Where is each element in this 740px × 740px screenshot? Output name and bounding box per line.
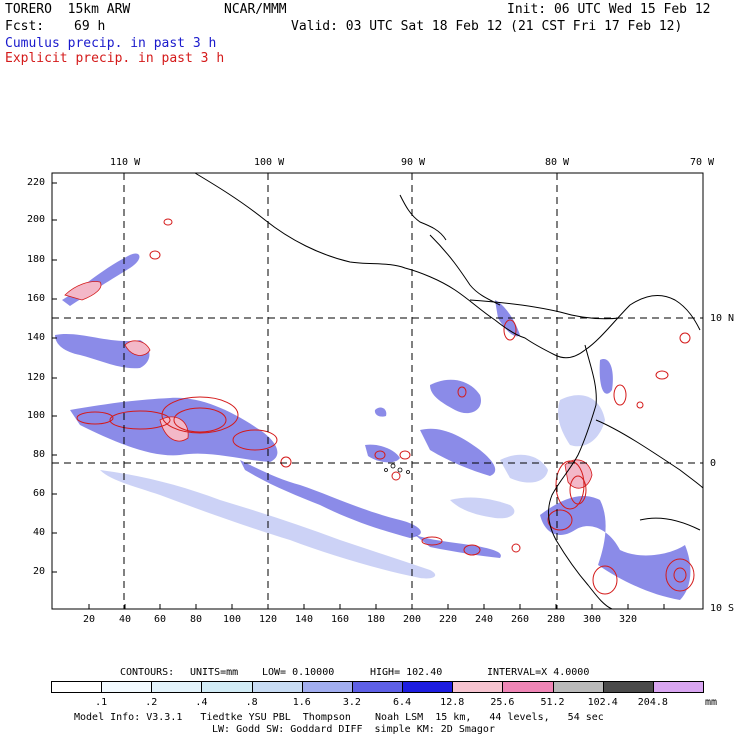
contours-low: LOW= 0.10000 xyxy=(262,667,335,678)
colorbar-swatch xyxy=(402,681,454,693)
y-tick-label: 160 xyxy=(27,293,46,304)
x-tick-label: 100 xyxy=(223,614,242,625)
colorbar-swatch xyxy=(201,681,253,693)
colorbar-swatch xyxy=(552,681,604,693)
colorbar-swatch xyxy=(652,681,704,693)
colorbar-swatch xyxy=(351,681,404,693)
colorbar-label: .8 xyxy=(245,697,258,708)
colorbar-label: 102.4 xyxy=(587,697,618,708)
model-info-line2: LW: Godd SW: Goddard DIFF simple KM: 2D … xyxy=(212,724,495,735)
x-tick-label: 40 xyxy=(119,614,132,625)
colorbar-swatch xyxy=(51,681,103,693)
lat-lon-gridlines xyxy=(52,173,703,609)
y-tick-label: 200 xyxy=(27,214,46,225)
x-tick-label: 120 xyxy=(259,614,278,625)
explicit-precip-contours xyxy=(76,218,695,595)
colorbar-swatch xyxy=(251,681,303,693)
colorbar-label: 3.2 xyxy=(342,697,361,708)
map-frame xyxy=(51,172,704,610)
x-tick-label: 20 xyxy=(83,614,96,625)
lat-label-0: 0 xyxy=(710,458,717,469)
contours-interval: INTERVAL=X 4.0000 xyxy=(487,667,590,678)
x-tick-label: 220 xyxy=(439,614,458,625)
x-tick-label: 300 xyxy=(583,614,602,625)
lon-label-110w: 110 W xyxy=(110,157,141,168)
galapagos-islands xyxy=(384,463,410,474)
forecast-label: Fcst: xyxy=(5,19,45,34)
lon-label-70w: 70 W xyxy=(690,157,715,168)
y-tick-label: 140 xyxy=(27,332,46,343)
colorbar-label: 1.6 xyxy=(292,697,311,708)
init-time: Init: 06 UTC Wed 15 Feb 12 xyxy=(507,2,711,17)
contours-label: CONTOURS: xyxy=(120,667,175,678)
contours-units: UNITS=mm xyxy=(190,667,239,678)
colorbar-label: 6.4 xyxy=(393,697,412,708)
x-tick-label: 80 xyxy=(190,614,203,625)
x-tick-label: 280 xyxy=(547,614,566,625)
x-tick-label: 240 xyxy=(475,614,494,625)
colorbar-label: .1 xyxy=(95,697,108,708)
colorbar-label: 25.6 xyxy=(490,697,515,708)
y-tick-label: 60 xyxy=(33,488,46,499)
x-tick-label: 260 xyxy=(511,614,530,625)
y-tick-label: 80 xyxy=(33,449,46,460)
y-tick-label: 120 xyxy=(27,372,46,383)
lat-label-10s: 10 S xyxy=(710,603,735,614)
legend-explicit: Explicit precip. in past 3 h xyxy=(5,51,225,66)
lat-label-10n: 10 N xyxy=(710,313,735,324)
colorbar-unit: mm xyxy=(705,697,718,708)
coastlines xyxy=(194,172,704,610)
colorbar-label: 51.2 xyxy=(540,697,565,708)
contours-high: HIGH= 102.40 xyxy=(370,667,443,678)
colorbar-swatch xyxy=(151,681,203,693)
y-tick-label: 40 xyxy=(33,527,46,538)
axis-ticks xyxy=(52,182,665,609)
valid-time: Valid: 03 UTC Sat 18 Feb 12 (21 CST Fri … xyxy=(291,19,683,34)
x-tick-label: 180 xyxy=(367,614,386,625)
colorbar-label: 12.8 xyxy=(440,697,465,708)
forecast-hours: 69 h xyxy=(74,19,106,34)
model-info-line1: Model Info: V3.3.1 Tiedtke YSU PBL Thomp… xyxy=(74,712,604,723)
lon-label-100w: 100 W xyxy=(254,157,285,168)
y-tick-label: 100 xyxy=(27,410,46,421)
y-tick-label: 220 xyxy=(27,177,46,188)
organization-label: NCAR/MMM xyxy=(224,2,287,17)
colorbar-label: 204.8 xyxy=(637,697,668,708)
colorbar-swatch xyxy=(502,681,554,693)
colorbar-label: .4 xyxy=(195,697,208,708)
x-tick-label: 160 xyxy=(331,614,350,625)
cumulus-precip-areas xyxy=(55,253,691,600)
colorbar-swatch xyxy=(301,681,353,693)
legend-cumulus: Cumulus precip. in past 3 h xyxy=(5,36,217,51)
x-tick-label: 320 xyxy=(619,614,638,625)
x-tick-label: 140 xyxy=(295,614,314,625)
colorbar-swatch xyxy=(452,681,504,693)
x-tick-label: 60 xyxy=(154,614,167,625)
x-tick-label: 200 xyxy=(403,614,422,625)
y-tick-label: 20 xyxy=(33,566,46,577)
lon-label-80w: 80 W xyxy=(545,157,570,168)
y-tick-label: 180 xyxy=(27,254,46,265)
lon-label-90w: 90 W xyxy=(401,157,426,168)
colorbar-swatch xyxy=(101,681,153,693)
colorbar-label: .2 xyxy=(145,697,158,708)
colorbar-swatch xyxy=(602,681,654,693)
model-title: TORERO 15km ARW xyxy=(5,2,131,17)
